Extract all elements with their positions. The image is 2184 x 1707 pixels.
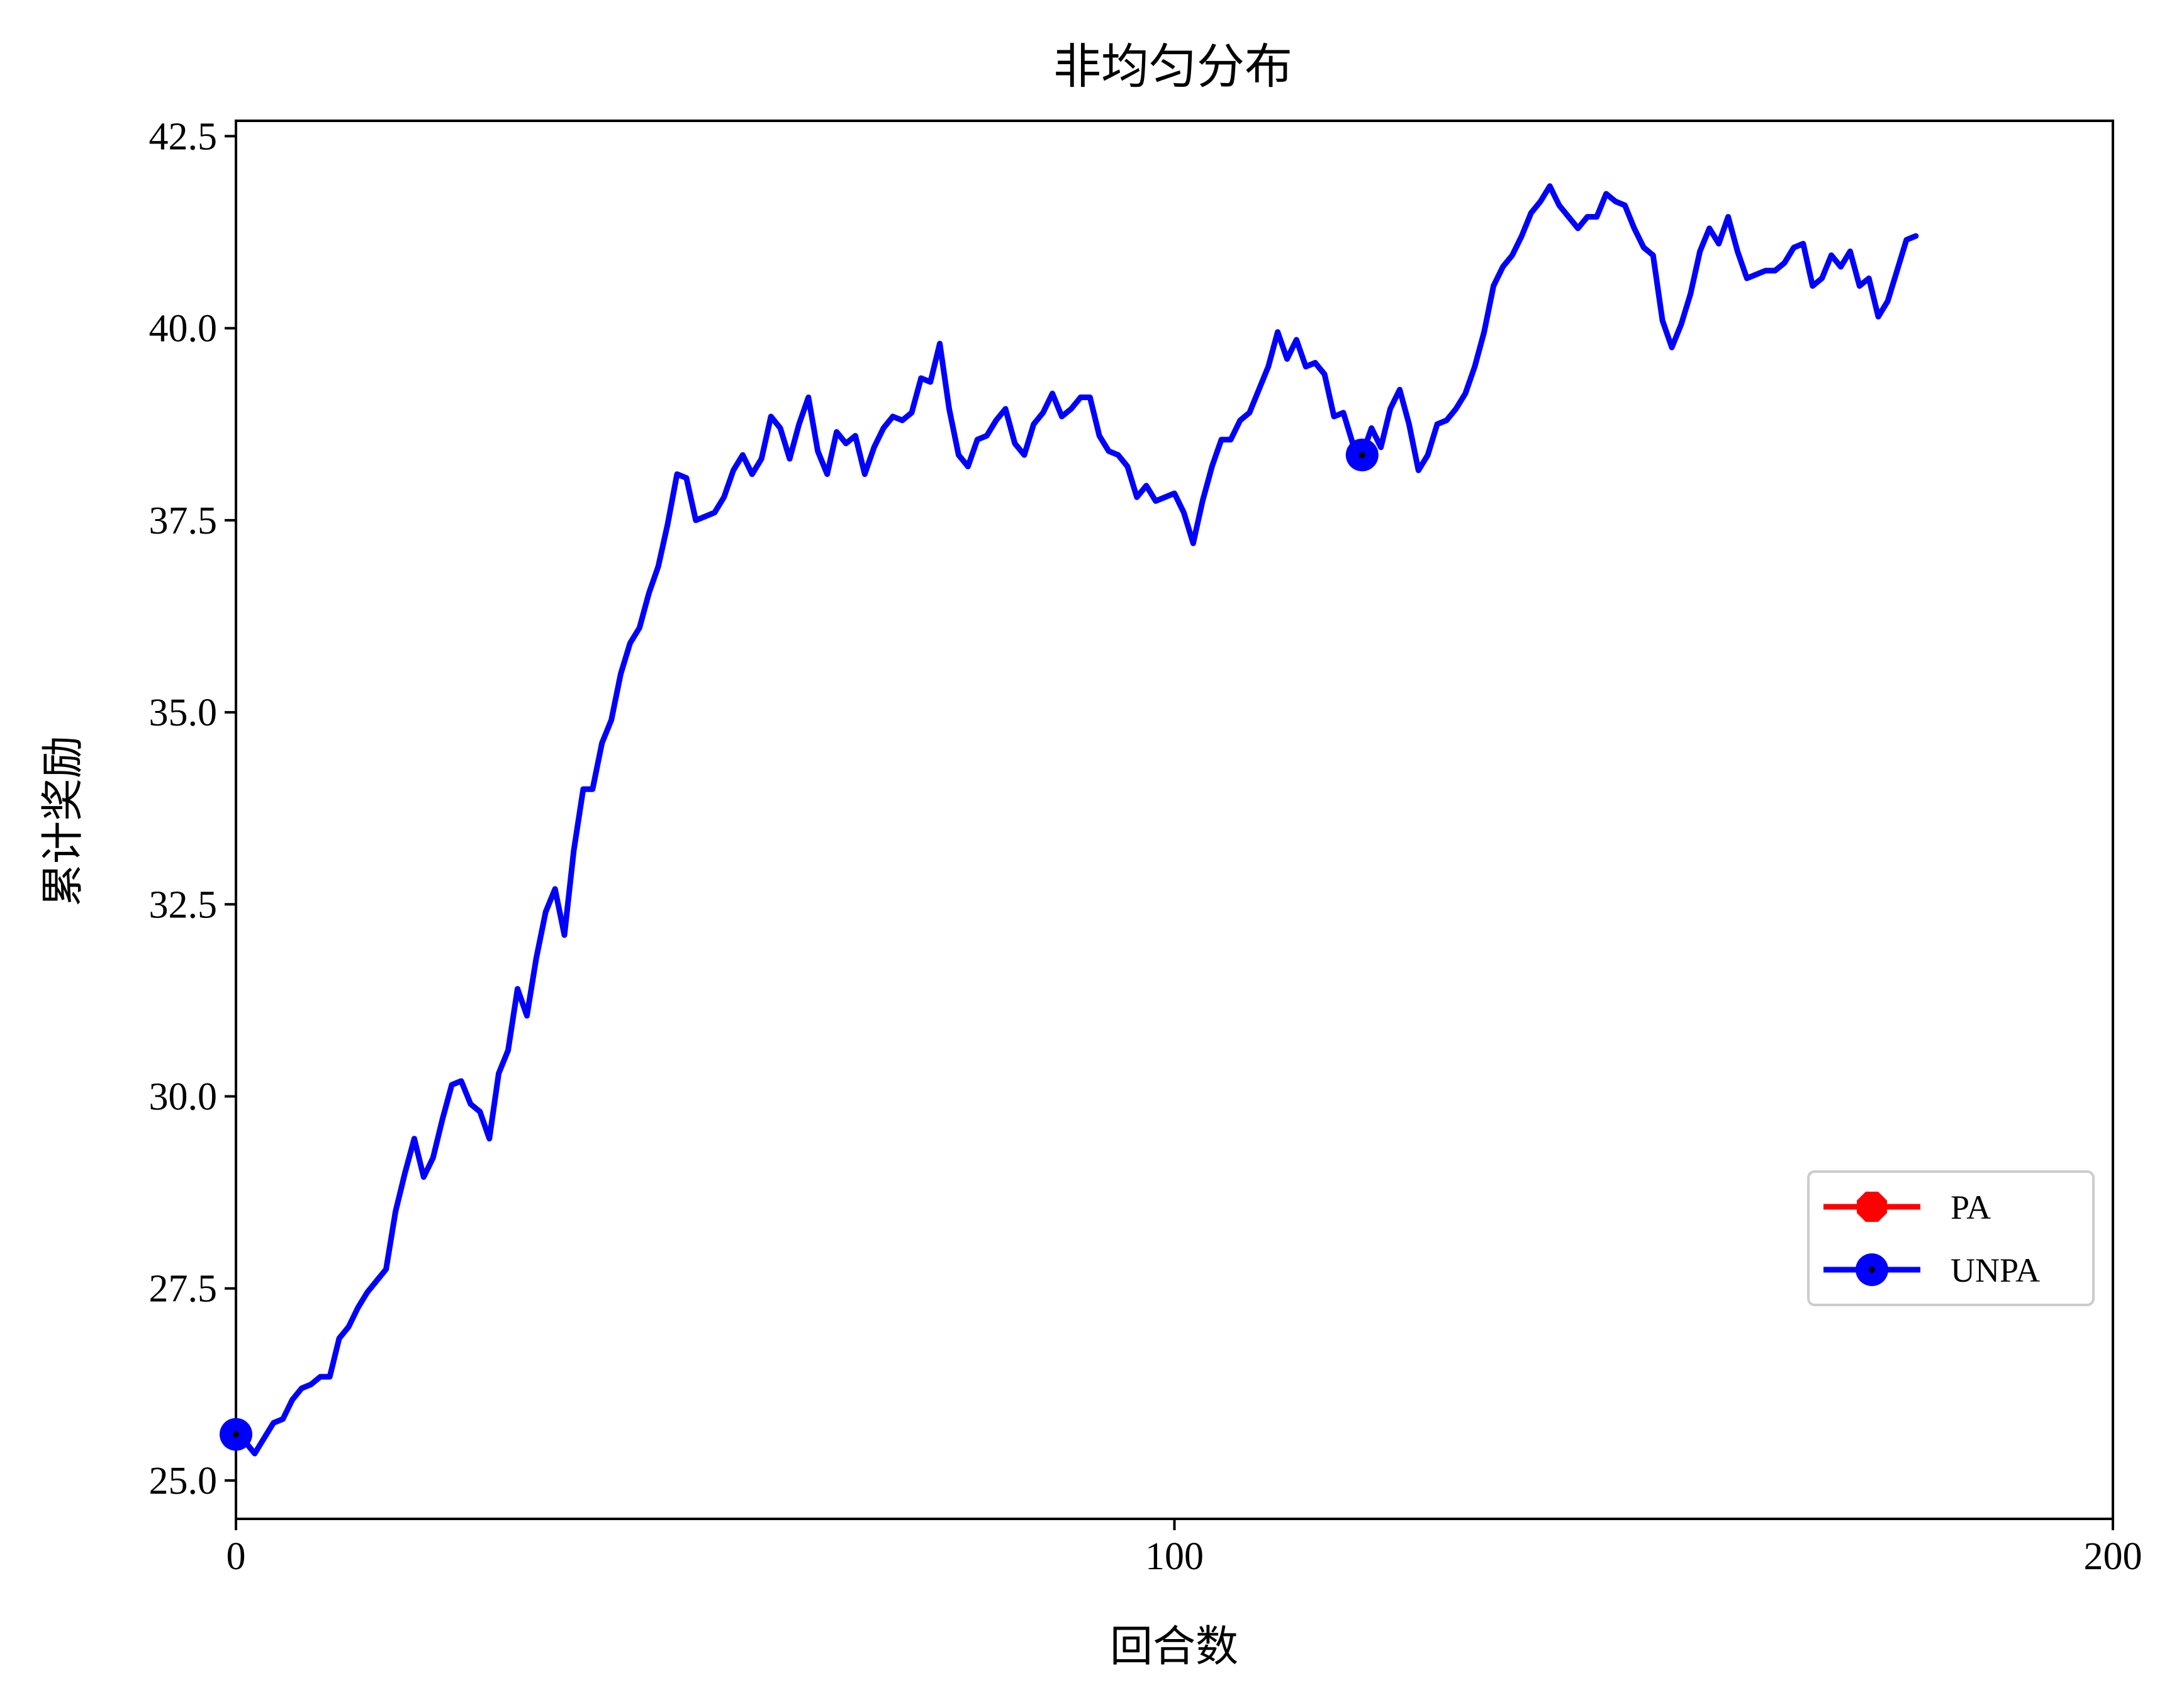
data-point-marker-center	[1358, 452, 1365, 459]
series-line-unpa	[233, 183, 1919, 1457]
x-tick-label: 100	[1145, 1535, 1204, 1578]
data-point-marker-center	[233, 1431, 239, 1438]
y-axis-label: 累计奖励	[38, 736, 88, 907]
y-tick-label: 35.0	[149, 691, 218, 734]
legend-label: PA	[1951, 1189, 1991, 1226]
legend: PA UNPA	[1807, 1170, 2095, 1306]
y-tick-label: 42.5	[149, 115, 218, 158]
y-tick-label: 32.5	[149, 883, 218, 926]
legend-marker-center	[1869, 1267, 1875, 1273]
y-tick-label: 37.5	[149, 500, 218, 542]
x-axis: 0 100 200	[227, 1519, 2142, 1578]
series-layer	[220, 183, 1919, 1457]
legend-marker-octagon-icon	[1857, 1192, 1887, 1222]
chart-title: 非均匀分布	[1053, 38, 1292, 94]
y-tick-label: 27.5	[149, 1268, 218, 1311]
y-axis: 25.0 27.5 30.0 32.5 35.0 37.5 40.0 42.5	[149, 115, 236, 1503]
y-tick-label: 25.0	[149, 1460, 218, 1503]
x-tick-label: 0	[227, 1535, 246, 1578]
legend-label: UNPA	[1951, 1251, 2040, 1289]
x-axis-label: 回合数	[1110, 1622, 1238, 1672]
y-tick-label: 40.0	[149, 308, 218, 350]
x-tick-label: 200	[2084, 1535, 2142, 1578]
y-tick-label: 30.0	[149, 1076, 218, 1119]
